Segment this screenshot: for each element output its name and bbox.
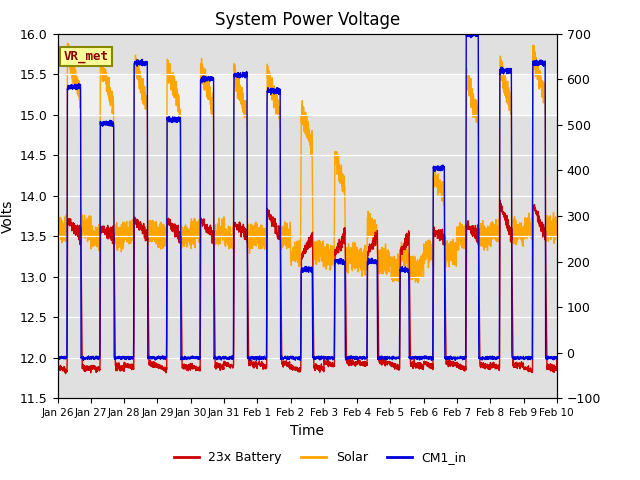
Bar: [58, 74, 557, 115]
Text: VR_met: VR_met: [63, 50, 109, 63]
CM1_in: [490, 355, 497, 361]
Solar: [414, 280, 422, 286]
CM1_in: [245, 355, 253, 361]
Solar: [245, 232, 253, 238]
23x Battery: [543, 362, 551, 368]
23x Battery: [497, 197, 504, 203]
23x Battery: [61, 371, 69, 376]
23x Battery: [267, 213, 275, 218]
Solar: [553, 234, 561, 240]
CM1_in: [468, 28, 476, 34]
CM1_in: [111, 355, 118, 361]
23x Battery: [490, 363, 497, 369]
Solar: [543, 217, 551, 223]
Solar: [64, 40, 72, 46]
CM1_in: [54, 354, 61, 360]
CM1_in: [451, 358, 459, 363]
Legend: 23x Battery, Solar, CM1_in: 23x Battery, Solar, CM1_in: [168, 446, 472, 469]
Line: CM1_in: CM1_in: [58, 31, 557, 360]
Solar: [267, 93, 275, 98]
23x Battery: [245, 360, 253, 366]
X-axis label: Time: Time: [290, 424, 324, 438]
Line: 23x Battery: 23x Battery: [58, 200, 557, 373]
CM1_in: [267, 89, 275, 95]
23x Battery: [553, 356, 561, 362]
Solar: [111, 241, 118, 247]
CM1_in: [553, 355, 561, 361]
Solar: [54, 224, 61, 229]
Y-axis label: Volts: Volts: [1, 199, 15, 233]
Solar: [490, 234, 497, 240]
Title: System Power Voltage: System Power Voltage: [214, 11, 400, 29]
23x Battery: [141, 232, 148, 238]
23x Battery: [54, 364, 61, 370]
CM1_in: [543, 354, 551, 360]
23x Battery: [111, 301, 118, 307]
CM1_in: [140, 60, 148, 66]
Solar: [141, 87, 148, 93]
Line: Solar: Solar: [58, 43, 557, 283]
